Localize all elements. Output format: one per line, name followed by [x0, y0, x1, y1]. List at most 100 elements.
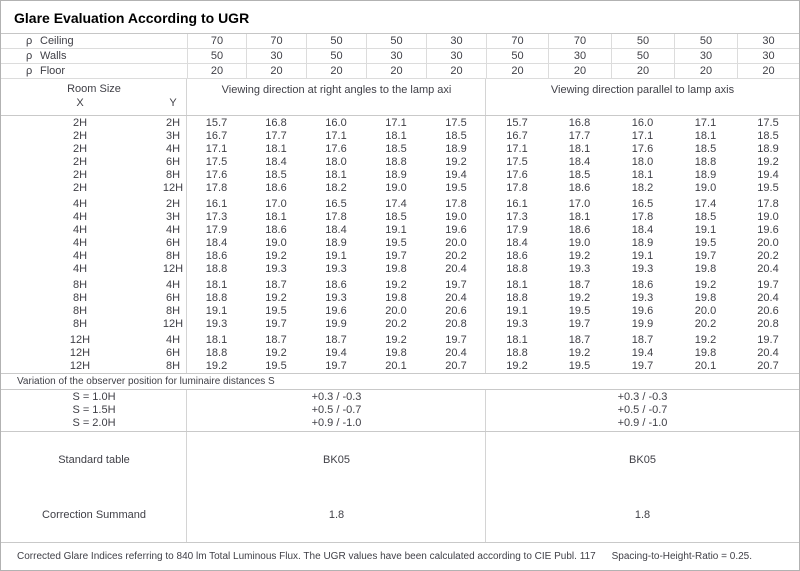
variation-value-left: +0.5 / -0.7 [311, 404, 362, 416]
left-group-header: Viewing direction at right angles to the… [221, 84, 452, 96]
variation-value-left: +0.3 / -0.3 [311, 391, 362, 403]
room-size-header: Room Size [67, 83, 121, 95]
ugr-value-right: 17.9 [506, 224, 528, 236]
room-size-y: 8H [165, 250, 181, 262]
rho-symbol: ρ [26, 65, 33, 77]
room-size-x: 2H [72, 169, 88, 181]
ugr-value-left: 18.9 [445, 143, 467, 155]
ugr-value-left: 19.0 [265, 237, 287, 249]
ugr-value-right: 17.4 [694, 198, 717, 210]
variation-value-left: +0.9 / -1.0 [311, 417, 362, 429]
ugr-value-left: 18.8 [385, 156, 407, 168]
ugr-value-left: 18.6 [205, 250, 228, 262]
ugr-value-right: 18.6 [506, 250, 528, 262]
ugr-value-right: 17.8 [506, 182, 528, 194]
ugr-value-right: 18.9 [631, 237, 654, 249]
room-size-y: 6H [165, 237, 181, 249]
ugr-value-right: 19.4 [757, 169, 779, 181]
ugr-value-left: 20.2 [385, 318, 407, 330]
ugr-value-left: 20.0 [385, 305, 407, 317]
ugr-value-right: 19.7 [631, 360, 654, 372]
ugr-value-left: 19.6 [445, 224, 467, 236]
title-bar: Glare Evaluation According to UGR [1, 1, 799, 34]
table-row: 12H 8H 19.2 19.5 19.7 20.1 20.7 19.2 19.5 19.7 20.… [1, 360, 799, 373]
ugr-value-left: 19.9 [325, 318, 347, 330]
ugr-value-left: 17.1 [205, 143, 228, 155]
ugr-value-left: 15.7 [205, 117, 228, 129]
ugr-value-right: 19.5 [568, 305, 591, 317]
ugr-value-right: 20.1 [694, 360, 717, 372]
ugr-value-left: 18.7 [265, 334, 287, 346]
reflectance-value: 30 [366, 49, 426, 63]
room-size-x: 8H [72, 305, 88, 317]
room-size-y: 2H [165, 117, 181, 129]
room-size-y: 3H [165, 211, 181, 223]
room-size-y: 12H [162, 182, 184, 194]
reflectance-label: ρ Floor [1, 64, 187, 78]
ugr-value-left: 17.4 [385, 198, 407, 210]
ugr-value-left: 19.5 [265, 360, 287, 372]
ugr-value-right: 16.7 [506, 130, 528, 142]
ugr-value-left: 17.3 [205, 211, 228, 223]
table-row: 8H 4H 18.1 18.7 18.6 19.2 19.7 18.1 18.7 18.6 19.2… [1, 279, 799, 292]
ugr-value-right: 17.7 [568, 130, 591, 142]
ugr-value-right: 16.8 [568, 117, 591, 129]
room-size-x: 12H [69, 334, 91, 346]
ugr-value-right: 17.5 [757, 117, 779, 129]
ugr-value-right: 16.1 [506, 198, 528, 210]
ugr-value-left: 17.8 [445, 198, 467, 210]
room-size-y: 8H [165, 169, 181, 181]
table-row: 4H 4H 17.9 18.6 18.4 19.1 19.6 17.9 18.6 18.4 19.1… [1, 224, 799, 237]
ugr-value-right: 16.0 [631, 117, 654, 129]
ugr-value-right: 17.5 [506, 156, 528, 168]
ugr-value-right: 18.1 [568, 211, 591, 223]
variation-distance-label: S = 1.5H [72, 404, 116, 416]
footer-note-text: Corrected Glare Indices referring to 840… [17, 551, 596, 562]
ugr-value-right: 19.2 [568, 250, 591, 262]
ugr-value-left: 19.7 [325, 360, 347, 372]
ugr-value-left: 17.5 [445, 117, 467, 129]
ugr-value-left: 19.3 [325, 292, 347, 304]
ugr-value-right: 18.8 [694, 156, 717, 168]
variation-row: S = 1.0H +0.3 / -0.3 +0.3 / -0.3 [1, 391, 799, 404]
ugr-value-left: 19.3 [325, 263, 347, 275]
ugr-value-left: 18.9 [385, 169, 407, 181]
variation-distance-label: S = 1.0H [72, 391, 116, 403]
room-size-x: 2H [72, 143, 88, 155]
ugr-value-right: 17.8 [631, 211, 654, 223]
ugr-value-left: 18.8 [205, 263, 228, 275]
ugr-value-right: 18.7 [568, 279, 591, 291]
standard-table-label: Standard table [58, 453, 130, 466]
ugr-value-left: 18.1 [205, 334, 228, 346]
variation-value-right: +0.9 / -1.0 [617, 417, 668, 429]
reflectance-value: 20 [737, 64, 799, 78]
table-row: 2H 2H 15.7 16.8 16.0 17.1 17.5 15.7 16.8 16.0 17.1… [1, 117, 799, 130]
reflectance-row: ρ Floor 20 20 20 20 20 20 20 20 20 20 [1, 64, 799, 79]
ugr-value-right: 19.7 [757, 334, 779, 346]
ugr-value-right: 19.4 [631, 347, 654, 359]
ugr-value-right: 17.6 [506, 169, 528, 181]
ugr-value-left: 18.0 [325, 156, 347, 168]
page-title: Glare Evaluation According to UGR [14, 10, 250, 26]
reflectance-value: 20 [674, 64, 737, 78]
ugr-value-left: 16.5 [325, 198, 347, 210]
ugr-value-left: 18.4 [265, 156, 287, 168]
reflectance-label-text: Floor [40, 65, 66, 77]
room-size-x: 8H [72, 279, 88, 291]
correction-summand-row: Correction Summand 1.8 1.8 [1, 487, 799, 542]
ugr-value-right: 16.5 [631, 198, 654, 210]
ugr-value-left: 17.0 [265, 198, 287, 210]
ugr-value-left: 19.3 [205, 318, 228, 330]
ugr-value-right: 18.4 [631, 224, 654, 236]
reflectance-section: ρ Ceiling 70 70 50 50 30 70 70 50 50 30 ρ Walls 50 30 50… [1, 34, 799, 79]
rho-symbol: ρ [26, 35, 33, 47]
reflectance-value: 30 [737, 49, 799, 63]
ugr-value-left: 19.2 [265, 250, 287, 262]
ugr-value-left: 18.6 [265, 224, 287, 236]
ugr-value-right: 19.8 [694, 292, 717, 304]
reflectance-value: 20 [306, 64, 366, 78]
ugr-value-right: 19.3 [631, 263, 654, 275]
ugr-value-right: 19.2 [568, 347, 591, 359]
room-size-x: 4H [72, 224, 88, 236]
room-size-y: 12H [162, 318, 184, 330]
